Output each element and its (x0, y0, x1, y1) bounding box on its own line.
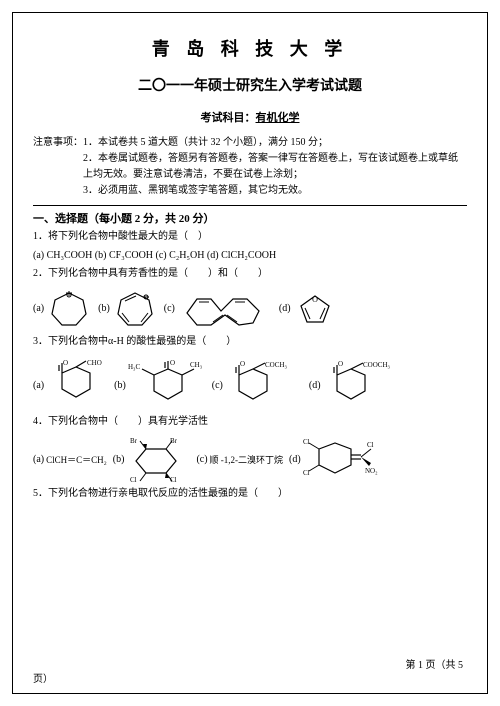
svg-text:NO₂: NO₂ (365, 467, 378, 475)
notice-item-2: 2．本卷属试题卷，答题另有答题卷，答案一律写在答题卷上，写在该试题卷上或草纸上均… (83, 151, 467, 183)
q3-fig-a: O CHO (46, 359, 108, 411)
q4-fig-b: Br Br Cl Cl (126, 435, 190, 483)
svg-text:O: O (312, 295, 318, 304)
svg-text:Cl: Cl (303, 438, 310, 446)
q2-opt-b: (b) (98, 287, 158, 329)
svg-text:COOCH₃: COOCH₃ (363, 361, 391, 369)
q4-label-d: (d) (289, 454, 301, 465)
q4-opt-d: (d) Cl Cl Cl NO₂ (289, 435, 381, 483)
q2-stem: 2．下列化合物中具有芳香性的是（ ）和（ ） (33, 267, 467, 281)
svg-text:O: O (170, 359, 175, 367)
q4-text-a: ClCH＝C＝CH₂ (46, 453, 107, 466)
q2-opt-d: (d) O (279, 288, 337, 328)
svg-text:O: O (338, 360, 343, 368)
q4-opt-c: (c) 顺 -1,2-二溴环丁烷 (196, 453, 283, 466)
svg-text:O: O (240, 360, 245, 368)
q3-opt-d: (d) O COOCH₃ (309, 359, 407, 411)
svg-text:Cl: Cl (170, 476, 177, 483)
svg-text:H₃C: H₃C (128, 363, 140, 371)
q2-label-b: (b) (98, 303, 110, 314)
svg-text:CHO: CHO (87, 359, 102, 367)
divider (33, 205, 467, 206)
q4-label-b: (b) (113, 454, 125, 465)
q3-fig-d: O COOCH₃ (323, 359, 407, 411)
q5-stem: 5．下列化合物进行亲电取代反应的活性最强的是（ ） (33, 487, 467, 501)
section-1-heading: 一、选择题（每小题 2 分，共 20 分） (33, 210, 467, 226)
q3-opt-c: (c) O COCH₃ (212, 359, 303, 411)
q4-text-c: 顺 -1,2-二溴环丁烷 (210, 453, 284, 466)
q4-opt-b: (b) Br Br Cl Cl (113, 435, 191, 483)
subject-label: 考试科目： (201, 112, 256, 124)
exam-title: 二〇一一年硕士研究生入学考试试题 (33, 75, 467, 95)
q4-stem: 4．下列化合物中（ ）具有光学活性 (33, 415, 467, 429)
notice-label: 注意事项： (33, 135, 83, 151)
q3-fig-c: O COCH₃ (225, 359, 303, 411)
q2-fig-b (112, 287, 158, 329)
q2-label-d: (d) (279, 303, 291, 314)
svg-text:Cl: Cl (303, 469, 310, 477)
subject-line: 考试科目：有机化学 (33, 109, 467, 125)
q2-fig-d: O (293, 288, 337, 328)
page: 青 岛 科 技 大 学 二〇一一年硕士研究生入学考试试题 考试科目：有机化学 注… (0, 0, 500, 706)
q4-fig-d: Cl Cl Cl NO₂ (303, 435, 381, 483)
q3-stem: 3．下列化合物中α-H 的酸性最强的是（ ） (33, 335, 467, 349)
q2-label-a: (a) (33, 303, 44, 314)
q4-opt-a: (a) ClCH＝C＝CH₂ (33, 453, 107, 466)
svg-text:CH₃: CH₃ (190, 361, 203, 369)
q2-opt-c: (c) (164, 285, 273, 331)
q2-opt-a: (a) (33, 287, 92, 329)
university-title: 青 岛 科 技 大 学 (33, 35, 467, 61)
q3-opt-b: (b) O H₃C CH₃ (114, 359, 206, 411)
q2-fig-c (177, 285, 273, 331)
q3-label-c: (c) (212, 380, 223, 391)
q2-label-c: (c) (164, 303, 175, 314)
subject-name: 有机化学 (256, 112, 300, 124)
q3-label-a: (a) (33, 380, 44, 391)
svg-text:Br: Br (130, 437, 138, 445)
q2-fig-a (46, 287, 92, 329)
svg-text:COCH₃: COCH₃ (265, 361, 287, 369)
svg-text:O: O (63, 359, 68, 367)
q1-options: (a) CH₃COOH (b) CF₃COOH (c) C₂H₅OH (d) C… (33, 250, 467, 261)
page-footer-tail: 页） (33, 670, 53, 685)
page-footer: 第 1 页（共 5 (406, 656, 464, 671)
pager-text: 第 1 页（共 5 (406, 660, 464, 671)
q3-opt-a: (a) O CHO (33, 359, 108, 411)
q1-stem: 1．将下列化合物中酸性最大的是（ ） (33, 230, 467, 244)
svg-text:Br: Br (170, 437, 178, 445)
notice-block: 注意事项： 1．本试卷共 5 道大题（共计 32 个小题），满分 150 分； … (33, 135, 467, 199)
q4-label-a: (a) (33, 454, 44, 465)
svg-text:Cl: Cl (367, 441, 374, 449)
q3-label-d: (d) (309, 380, 321, 391)
notice-item-1: 1．本试卷共 5 道大题（共计 32 个小题），满分 150 分； (83, 135, 467, 151)
svg-text:Cl: Cl (130, 476, 137, 483)
q3-fig-b: O H₃C CH₃ (128, 359, 206, 411)
content-frame: 青 岛 科 技 大 学 二〇一一年硕士研究生入学考试试题 考试科目：有机化学 注… (12, 12, 488, 694)
notice-item-3: 3．必须用蓝、黑钢笔或签字笔答题，其它均无效。 (83, 183, 467, 199)
q4-label-c: (c) (196, 454, 207, 465)
q3-label-b: (b) (114, 380, 126, 391)
